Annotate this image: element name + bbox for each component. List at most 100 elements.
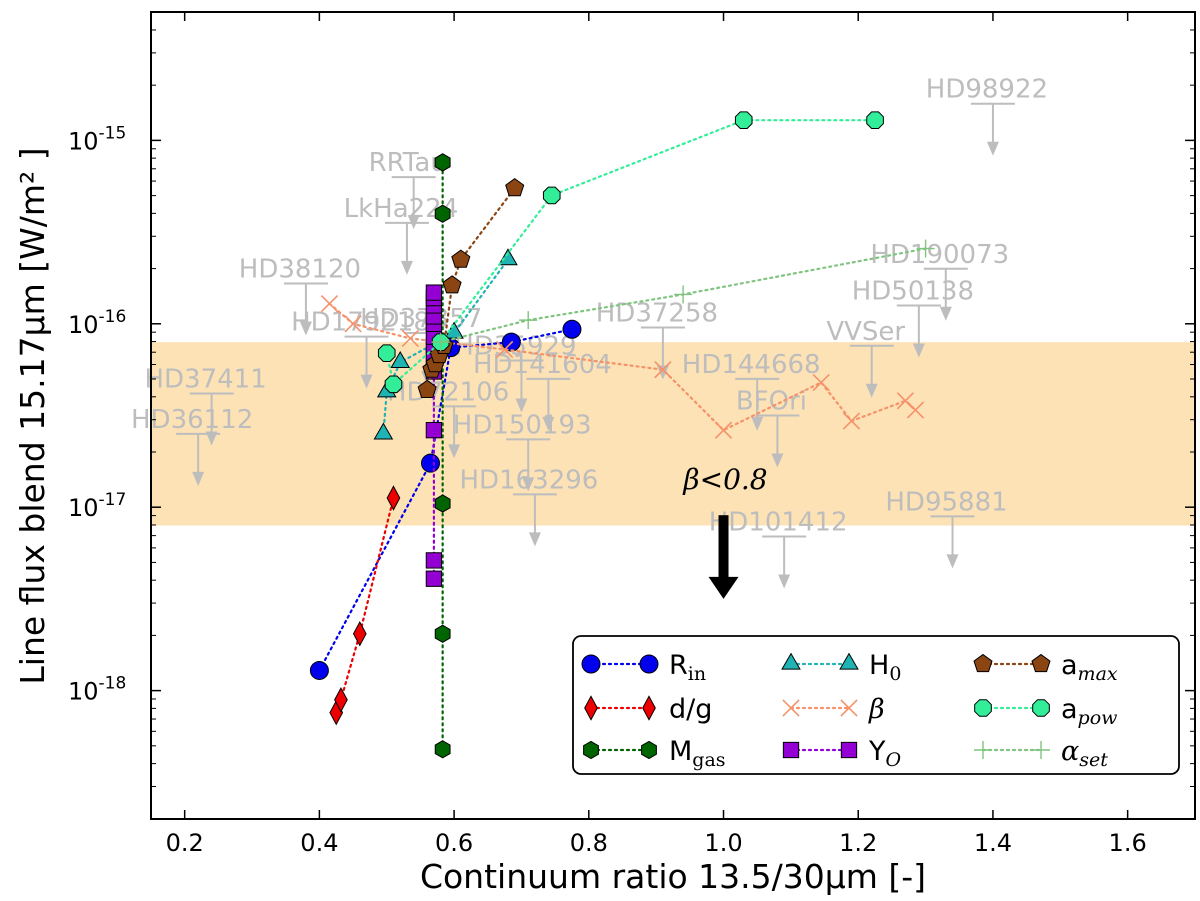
legend-entry-6: amax [973, 650, 1118, 685]
star-label: HD36112 [131, 405, 253, 435]
star-label: HD37258 [596, 298, 718, 328]
limit-arrow-head [400, 260, 413, 275]
data-point [581, 654, 601, 674]
series-0 [309, 319, 582, 680]
legend-entry-3: H0 [781, 650, 901, 685]
data-point [495, 340, 514, 359]
star-label: HD38120 [239, 254, 361, 284]
data-point [434, 740, 451, 759]
data-point [974, 699, 992, 717]
data-point [344, 315, 362, 333]
limit-arrow-head [528, 532, 541, 547]
y-tick-label: 10-15 [68, 123, 126, 155]
legend-label: apow [1061, 694, 1117, 729]
data-point [421, 453, 441, 473]
series-2 [434, 153, 451, 759]
data-point [386, 485, 401, 511]
data-point [714, 421, 733, 439]
data-point [542, 186, 561, 205]
limit-arrow-head [515, 398, 528, 413]
y-tick-label: 10-18 [68, 674, 126, 706]
limit-arrow-head [771, 453, 784, 468]
legend-label: Mgas [669, 736, 726, 771]
annotation-arrow-head [708, 576, 739, 599]
legend-entry-5: YO [782, 736, 902, 771]
data-point [434, 624, 451, 643]
y-tick-label: 10-16 [68, 307, 126, 339]
data-point [782, 699, 800, 717]
legend-label: Rin [669, 650, 706, 685]
limit-arrow-head [946, 554, 959, 569]
data-point [1031, 653, 1051, 673]
star-label: HD190073 [870, 240, 1009, 270]
upper-limit-hd38120: HD38120 [239, 254, 361, 336]
limit-arrow-head [299, 321, 312, 336]
data-point [401, 329, 419, 348]
data-point [352, 621, 367, 647]
data-point [641, 740, 657, 760]
upper-limit-hd150193: HD150193 [453, 410, 592, 492]
star-label: HD50138 [852, 276, 974, 306]
data-point [639, 654, 659, 674]
limit-arrow-head [448, 444, 461, 459]
limit-arrow-head [522, 477, 535, 492]
series-1 [329, 485, 401, 726]
limit-arrow-head [912, 343, 925, 358]
annotation-layer: β<0.8 [682, 463, 768, 599]
data-point [642, 695, 656, 721]
x-tick-label: 1.0 [704, 829, 742, 857]
data-point [442, 275, 462, 294]
star-label: HD101412 [709, 508, 848, 538]
y-tick-label: 10-17 [68, 490, 126, 522]
legend-label: H0 [869, 650, 901, 685]
data-point [840, 741, 858, 759]
legend-box [572, 635, 1180, 775]
data-point [334, 687, 348, 713]
data-point [373, 422, 394, 440]
annotation-arrow-shaft [718, 515, 729, 579]
star-label: BFOri [736, 387, 807, 417]
shaded-band-layer [151, 342, 1195, 526]
x-tick-label: 1.4 [974, 829, 1012, 857]
data-point [417, 379, 437, 398]
star-label: HD144668 [682, 350, 821, 380]
data-point [434, 494, 451, 513]
star-label: HD150193 [453, 410, 592, 440]
data-point [734, 111, 753, 130]
data-point [1032, 699, 1050, 717]
data-point [781, 652, 801, 670]
axis-ticks-layer: 0.2 0.4 0.6 0.8 1.0 1.2 1.4 1.6 10-15 10-16 10-17 1… [68, 11, 1195, 857]
series-4 [320, 294, 925, 439]
x-tick-label: 0.2 [166, 829, 204, 857]
data-point [320, 294, 339, 313]
limit-arrow-head [778, 574, 791, 589]
legend-label: d/g [669, 694, 712, 725]
limit-arrow-head [939, 306, 952, 321]
plot-frame [150, 11, 1196, 820]
data-point [842, 412, 861, 430]
star-label: HD163296 [460, 465, 599, 495]
series-line [318, 328, 574, 672]
star-label: HD72106 [387, 377, 509, 407]
series-8 [431, 239, 935, 352]
y-axis-title: Line flux blend 15.17μm [W/m² ] [13, 147, 52, 684]
data-point [974, 741, 992, 759]
data-point [390, 350, 411, 368]
data-point [916, 239, 935, 258]
star-label: RRTau [369, 148, 447, 178]
x-tick-label: 0.8 [570, 829, 608, 857]
star-label: VVSer [826, 317, 905, 347]
x-tick-label: 1.6 [1109, 829, 1147, 857]
data-point [377, 344, 396, 362]
data-point [431, 333, 450, 352]
limit-arrow-head [751, 416, 764, 431]
legend-entry-0: Rin [581, 650, 706, 685]
star-label: HD37411 [144, 364, 266, 394]
series-layer [309, 111, 935, 759]
data-point [840, 699, 858, 717]
upper-limit-hd37411: HD37411 [144, 364, 267, 446]
upper-limit-hd98922: HD98922 [926, 75, 1048, 156]
upper-limit-hd37258: HD37258 [596, 298, 718, 380]
star-label: HD37357 [360, 304, 482, 334]
